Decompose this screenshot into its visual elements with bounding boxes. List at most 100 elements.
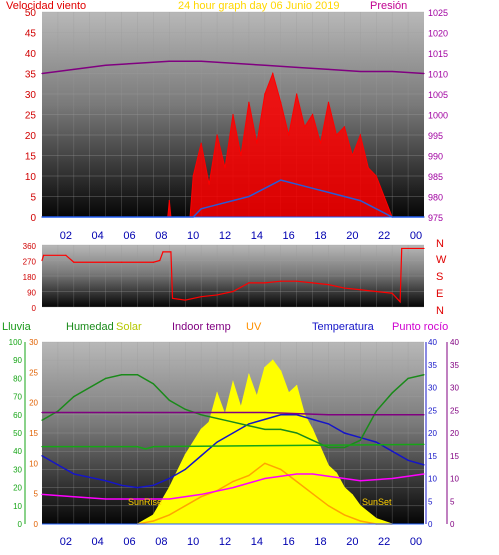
data-point <box>359 505 361 507</box>
y-tick-temperature: 20 <box>428 429 437 438</box>
y-tick-temperature: 40 <box>428 338 437 347</box>
data-point <box>248 374 250 376</box>
data-point <box>105 480 107 482</box>
x-tick-02: 02 <box>60 230 72 242</box>
data-point <box>327 284 330 286</box>
y-tick-humidity: 30 <box>13 465 22 474</box>
data-point <box>375 410 377 412</box>
data-point <box>168 60 170 62</box>
data-point <box>41 419 43 421</box>
data-point <box>335 134 338 136</box>
y-tick-direction: 180 <box>23 273 37 282</box>
y-tick-humidity: 10 <box>13 502 22 511</box>
data-point <box>232 421 234 423</box>
data-point <box>375 208 377 210</box>
data-point <box>399 301 401 303</box>
y-tick-wind: 50 <box>25 8 37 19</box>
y-tick-temperature: 15 <box>428 452 437 461</box>
data-point <box>327 414 330 416</box>
y-tick-humidity: 50 <box>13 429 22 438</box>
y-tick-wind: 25 <box>25 111 37 122</box>
data-point <box>296 414 298 416</box>
data-point <box>351 494 353 496</box>
data-point <box>200 208 202 210</box>
legend-temperatura: Temperatura <box>312 321 375 333</box>
data-point <box>304 126 306 128</box>
data-point <box>73 261 75 263</box>
y-tick-direction: 360 <box>23 242 37 251</box>
data-point <box>170 251 172 253</box>
compass-label-E: E <box>436 288 443 300</box>
data-point <box>256 396 258 398</box>
data-point <box>264 93 266 95</box>
data-point <box>359 520 361 522</box>
y-tick-indoor: 35 <box>450 361 459 370</box>
y-tick-pressure: 1025 <box>428 8 448 18</box>
data-point <box>232 113 234 116</box>
data-point <box>375 175 377 177</box>
data-point <box>232 381 234 383</box>
data-point <box>359 439 361 441</box>
y-tick-humidity: 90 <box>13 356 22 365</box>
y-tick-indoor: 5 <box>450 497 455 506</box>
series-wind-avg <box>42 179 424 218</box>
data-point <box>264 64 266 66</box>
data-point <box>343 126 346 128</box>
y-tick-humidity: 100 <box>9 338 23 347</box>
data-point <box>232 432 234 434</box>
data-point <box>423 443 425 445</box>
data-point <box>423 374 425 376</box>
data-point <box>327 101 330 103</box>
data-point <box>248 101 250 103</box>
data-point <box>280 101 282 103</box>
data-point <box>41 411 43 414</box>
data-point <box>73 496 75 498</box>
data-point <box>327 446 330 449</box>
y-tick-indoor: 40 <box>450 338 459 347</box>
y-tick-indoor: 25 <box>450 406 459 415</box>
data-point <box>296 473 298 475</box>
x-tick-08: 08 <box>155 536 167 548</box>
y-tick-uv: 25 <box>29 368 38 377</box>
y-tick-temperature: 10 <box>428 475 437 484</box>
y-tick-wind: 45 <box>25 29 37 40</box>
y-tick-direction: 270 <box>23 258 37 267</box>
data-point <box>168 498 170 500</box>
y-tick-uv: 0 <box>34 520 39 529</box>
data-point <box>319 142 322 144</box>
x-tick-12: 12 <box>219 536 231 548</box>
legend-uv: UV <box>246 321 262 333</box>
data-point <box>375 441 377 443</box>
sunset-label: SunSet <box>362 497 392 507</box>
data-point <box>200 414 202 416</box>
data-point <box>136 374 139 376</box>
data-point <box>168 514 170 516</box>
data-point <box>296 385 298 387</box>
y-tick-wind: 30 <box>25 90 37 101</box>
data-point <box>232 62 234 64</box>
y-tick-temperature: 5 <box>428 497 433 506</box>
y-tick-pressure: 1010 <box>428 70 448 80</box>
data-point <box>200 428 202 430</box>
data-point <box>216 441 218 443</box>
data-point <box>272 359 274 361</box>
wind-right-label: Presión <box>370 0 407 12</box>
data-point <box>136 487 139 489</box>
y-tick-direction: 0 <box>32 304 37 313</box>
y-tick-uv: 30 <box>29 338 38 347</box>
data-point <box>423 473 425 475</box>
y-tick-indoor: 20 <box>450 429 459 438</box>
data-point <box>383 195 385 198</box>
data-point <box>359 289 361 291</box>
y-tick-pressure: 985 <box>428 172 443 182</box>
data-point <box>232 200 234 202</box>
data-point <box>42 254 45 256</box>
x-tick-12: 12 <box>219 230 231 242</box>
legend-punto-rocio: Punto rocío <box>392 321 448 333</box>
data-point <box>343 432 346 434</box>
x-tick-14: 14 <box>251 536 263 548</box>
data-point <box>240 154 242 157</box>
data-point <box>391 392 393 394</box>
data-point <box>57 464 59 466</box>
x-tick-06: 06 <box>123 230 135 242</box>
